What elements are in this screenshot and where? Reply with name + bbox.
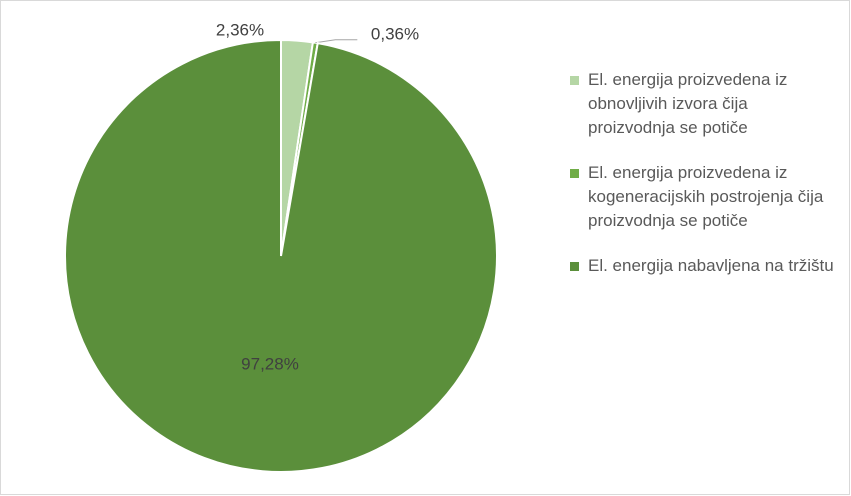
data-label: 2,36%	[216, 20, 264, 39]
legend-key	[570, 169, 579, 178]
legend-entry: El. energija nabavljena na tržištu	[568, 254, 838, 278]
legend-label: El. energija nabavljena na tržištu	[588, 256, 834, 275]
data-label: 0,36%	[371, 24, 419, 43]
data-label: 97,28%	[241, 354, 299, 373]
legend-label: El. energija proizvedena iz kogeneracijs…	[588, 163, 824, 230]
legend-entry: El. energija proizvedena iz obnovljivih …	[568, 68, 838, 140]
leader-line	[315, 39, 358, 44]
pie-slice	[64, 38, 498, 473]
legend-key	[570, 262, 579, 271]
legend-label: El. energija proizvedena iz obnovljivih …	[588, 70, 788, 137]
legend-entry: El. energija proizvedena iz kogeneracijs…	[568, 161, 838, 233]
legend: El. energija proizvedena iz obnovljivih …	[568, 68, 838, 299]
legend-key	[570, 76, 579, 85]
